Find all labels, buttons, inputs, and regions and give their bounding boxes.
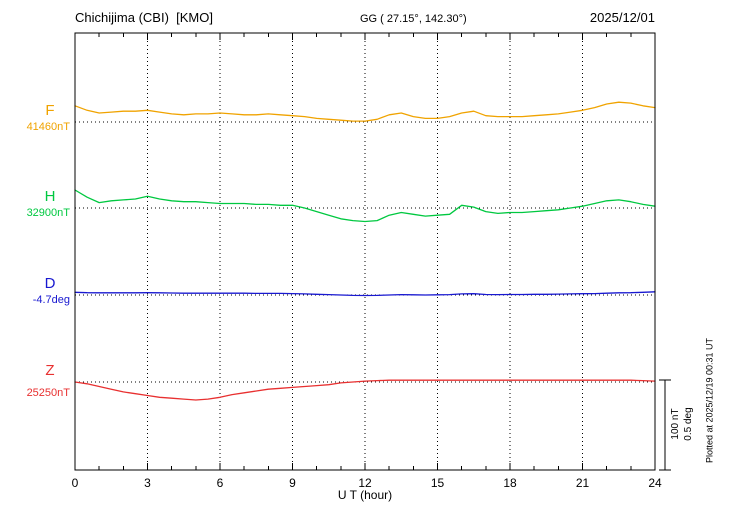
x-tick-label: 0 (72, 476, 79, 490)
f-baseline-value: 41460nT (26, 121, 70, 133)
x-tick-label: 12 (358, 476, 372, 490)
d-trace (74, 291, 656, 297)
z-trace (74, 379, 656, 401)
d-baseline-value: -4.7deg (32, 294, 70, 306)
x-tick-label: 6 (217, 476, 224, 490)
x-tick-label: 18 (503, 476, 517, 490)
scale-label-nt: 100 nT (670, 408, 681, 440)
x-tick-label: 24 (648, 476, 662, 490)
x-tick-label: 3 (144, 476, 151, 490)
date-label: 2025/12/01 (589, 10, 655, 25)
h-trace-label: H (44, 188, 56, 205)
d-trace-label: D (44, 275, 56, 292)
plot-frame (74, 32, 656, 471)
plotted-at-label: Plotted at 2025/12/19 00:31 UT (704, 337, 715, 464)
z-baseline-value: 25250nT (26, 387, 70, 399)
z-trace-label: Z (45, 362, 55, 379)
f-trace (74, 101, 656, 122)
scale-bracket (659, 379, 671, 471)
x-tick-label: 15 (431, 476, 445, 490)
geographic-coordinates: GG ( 27.15°, 142.30°) (360, 13, 467, 25)
x-axis-title: U T (hour) (337, 488, 393, 502)
h-baseline-value: 32900nT (26, 207, 70, 219)
f-trace-label: F (45, 102, 55, 119)
scale-label-deg: 0.5 deg (683, 407, 694, 441)
h-trace (74, 189, 656, 223)
x-tick-label: 9 (289, 476, 296, 490)
station-title: Chichijima (CBI) [KMO] (75, 10, 213, 25)
x-tick-label: 21 (576, 476, 590, 490)
